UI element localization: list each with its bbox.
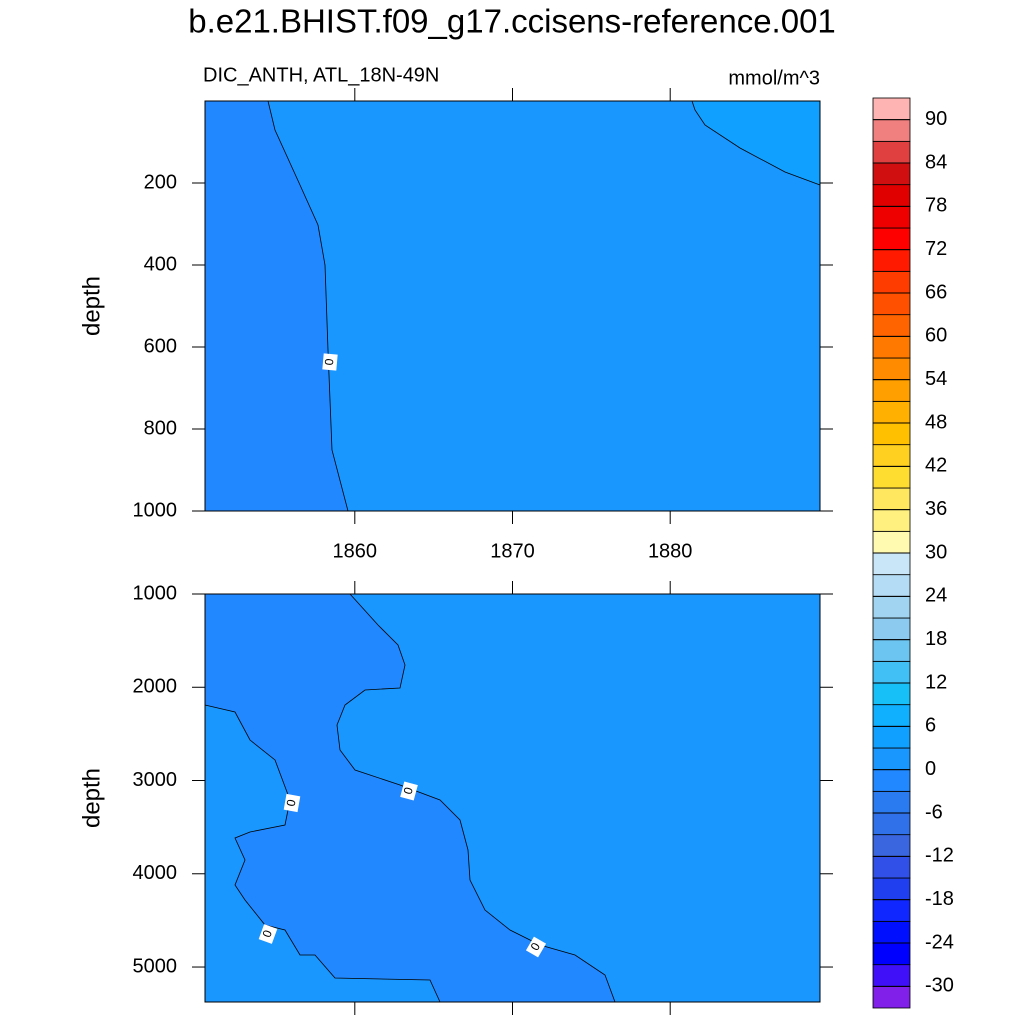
contour-label-bg <box>525 936 547 958</box>
contour-fill <box>205 101 348 511</box>
x-tick-label: 1880 <box>648 540 693 562</box>
colorbar-box <box>872 942 911 966</box>
colorbar-box <box>872 660 911 684</box>
colorbar-label: -18 <box>925 888 954 910</box>
colorbar-box <box>872 227 911 251</box>
colorbar-box <box>872 920 911 944</box>
colorbar-box <box>872 292 911 316</box>
y-tick-label: 3000 <box>133 769 178 791</box>
colorbar-box <box>872 335 911 359</box>
colorbar-box <box>872 140 911 164</box>
colorbar-box <box>872 97 911 121</box>
colorbar-box <box>872 855 911 879</box>
colorbar-label: 90 <box>925 108 947 130</box>
colorbar-box <box>872 205 911 229</box>
colorbar-label: 48 <box>925 411 947 433</box>
colorbar-box <box>872 270 911 294</box>
colorbar-box <box>872 314 911 337</box>
y-axis-label: depth <box>78 768 105 828</box>
contour-label-bg <box>283 793 301 813</box>
colorbar-label: 18 <box>925 628 947 650</box>
contour-line <box>336 593 616 1003</box>
colorbar-box <box>872 812 911 836</box>
colorbar-box <box>872 639 911 662</box>
colorbar-box <box>872 249 911 272</box>
contour-label: 0 <box>260 928 276 939</box>
y-tick-label: 2000 <box>133 676 178 698</box>
colorbar-label: 60 <box>925 325 947 347</box>
subtitle-left: DIC_ANTH, ATL_18N-49N <box>203 64 439 86</box>
x-tick-label: 1870 <box>490 540 535 562</box>
contour-label-bg <box>322 353 338 371</box>
colorbar-box <box>872 379 911 402</box>
y-tick-label: 5000 <box>133 955 178 977</box>
colorbar-box <box>872 509 911 532</box>
colorbar-box <box>872 444 911 467</box>
contour-label-bg <box>400 781 418 801</box>
colorbar-label: -6 <box>925 801 943 823</box>
colorbar-box <box>872 487 911 511</box>
colorbar-label: 72 <box>925 238 947 260</box>
colorbar-label: 84 <box>925 151 947 173</box>
contour-line <box>204 704 441 1003</box>
colorbar-box <box>872 552 911 576</box>
y-tick-label: 600 <box>144 335 177 357</box>
colorbar-label: 12 <box>925 671 947 693</box>
colorbar-box <box>872 747 911 771</box>
y-axis-label: depth <box>78 276 105 336</box>
colorbar-box <box>872 834 911 857</box>
colorbar-label: 42 <box>925 455 947 477</box>
colorbar-box <box>872 530 911 554</box>
colorbar-label: 54 <box>925 368 947 390</box>
colorbar-box <box>872 184 911 207</box>
colorbar-box <box>872 682 911 706</box>
y-tick-label: 800 <box>144 417 177 439</box>
colorbar-box <box>872 119 911 142</box>
contour-label: 0 <box>284 798 299 807</box>
contour-label: 0 <box>322 358 337 366</box>
contour-fill <box>692 101 820 185</box>
colorbar-label: 66 <box>925 281 947 303</box>
contour-line <box>267 100 349 512</box>
colorbar-label: 0 <box>925 758 936 780</box>
colorbar-box <box>872 769 911 792</box>
y-tick-label: 1000 <box>133 582 178 604</box>
colorbar-label: 78 <box>925 195 947 217</box>
colorbar-box <box>872 725 911 749</box>
colorbar-box <box>872 704 911 727</box>
subtitle-right: mmol/m^3 <box>728 67 820 89</box>
colorbar-label: -24 <box>925 931 954 953</box>
colorbar-box <box>872 400 911 424</box>
contour-label-bg <box>258 924 278 944</box>
y-tick-label: 4000 <box>133 862 178 884</box>
y-tick-label: 400 <box>144 253 177 275</box>
colorbar-box <box>872 595 911 619</box>
colorbar-box <box>872 465 911 489</box>
x-tick-label: 1860 <box>333 540 378 562</box>
colorbar-label: 36 <box>925 498 947 520</box>
colorbar-box <box>872 162 911 186</box>
y-tick-label: 200 <box>144 171 177 193</box>
colorbar-box <box>872 985 911 1009</box>
y-tick-label: 1000 <box>133 499 178 521</box>
colorbar-label: 24 <box>925 585 947 607</box>
colorbar-label: 30 <box>925 541 947 563</box>
colorbar-label: -30 <box>925 975 954 997</box>
colorbar-box <box>872 964 911 987</box>
colorbar-label: 6 <box>925 715 936 737</box>
contour-label: 0 <box>401 785 416 795</box>
colorbar-box <box>872 357 911 381</box>
colorbar-box <box>872 422 911 446</box>
colorbar-box <box>872 899 911 922</box>
contour-line <box>691 100 821 186</box>
colorbar-box <box>872 617 911 641</box>
colorbar-box <box>872 574 911 597</box>
colorbar-box <box>872 790 911 814</box>
chart-title: b.e21.BHIST.f09_g17.ccisens-reference.00… <box>188 3 836 40</box>
colorbar-label: -12 <box>925 845 954 867</box>
colorbar-box <box>872 877 911 901</box>
